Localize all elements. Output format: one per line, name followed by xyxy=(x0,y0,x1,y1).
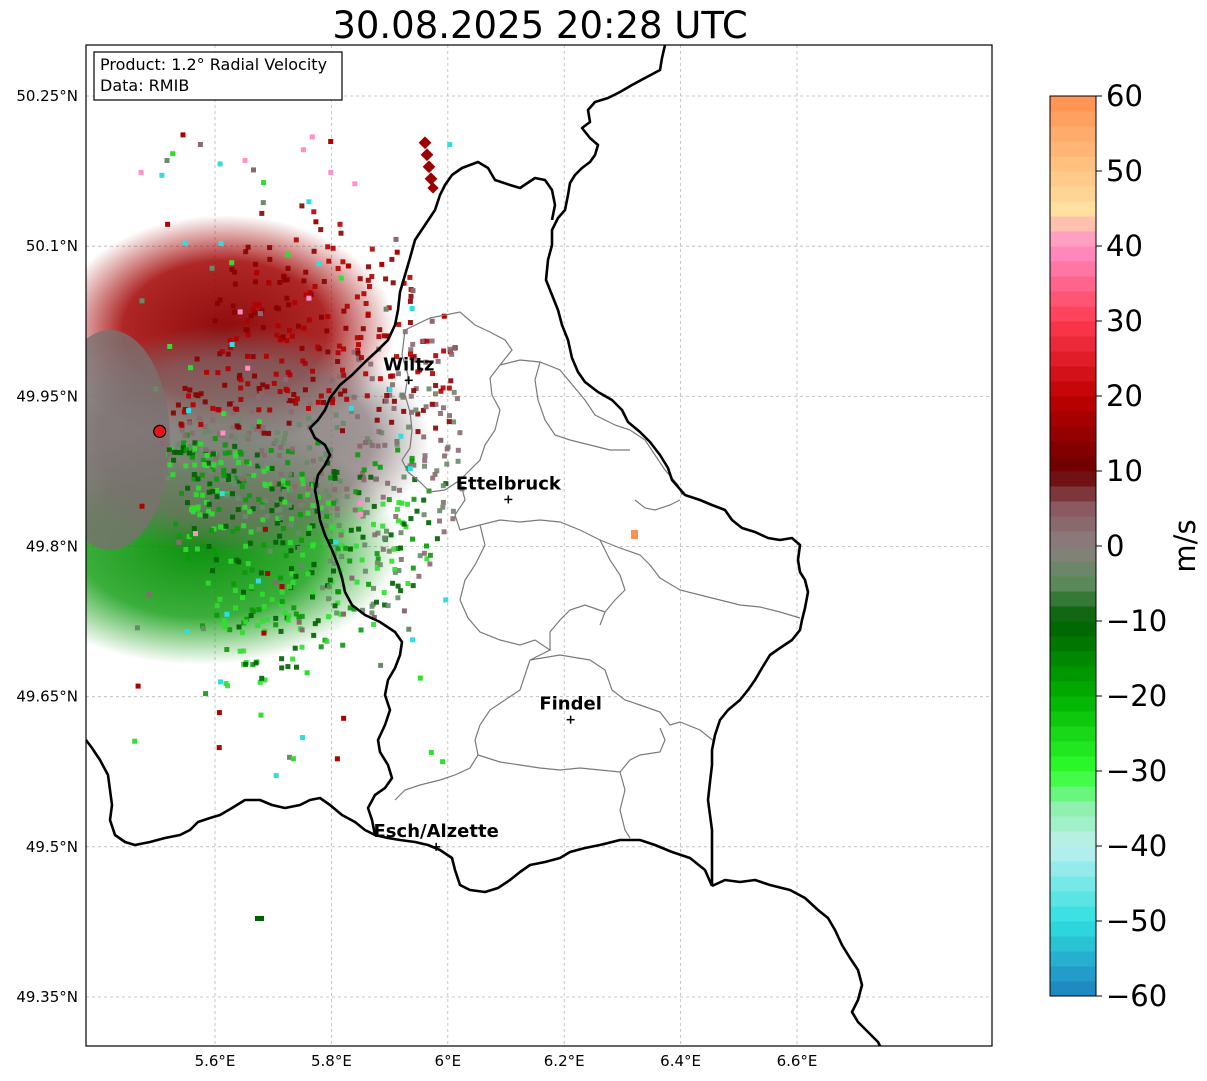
colorbar-tick-label: 0 xyxy=(1106,529,1124,563)
city-label: Wiltz xyxy=(383,354,434,375)
lat-tick-label: 49.95°N xyxy=(16,387,78,405)
canton-boundaries xyxy=(394,311,801,839)
map-frame xyxy=(85,44,993,1047)
colorbar-tick-label: 30 xyxy=(1106,304,1143,338)
colorbar-unit-label: m/s xyxy=(1168,519,1202,572)
colorbar-tick-label: −60 xyxy=(1106,979,1167,1013)
lat-tick-label: 49.5°N xyxy=(26,838,78,856)
lon-tick-label: 6.2°E xyxy=(544,1052,585,1070)
info-product: Product: 1.2° Radial Velocity xyxy=(100,55,327,74)
colorbar-tick-label: −10 xyxy=(1106,604,1167,638)
info-box: Product: 1.2° Radial Velocity Data: RMIB xyxy=(93,51,343,101)
lat-tick-label: 50.25°N xyxy=(16,87,78,105)
lon-tick-label: 5.6°E xyxy=(195,1052,236,1070)
longitude-tick-labels: 5.6°E 5.8°E 6°E 6.2°E 6.4°E 6.6°E xyxy=(195,1052,818,1070)
colorbar-tick-label: 20 xyxy=(1106,379,1143,413)
colorbar-tick-label: 60 xyxy=(1106,79,1143,113)
info-data-source: Data: RMIB xyxy=(100,76,189,95)
national-borders xyxy=(86,45,882,1046)
lat-tick-label: 49.35°N xyxy=(16,988,78,1006)
lat-tick-label: 49.8°N xyxy=(26,538,78,556)
colorbar-tick-label: −40 xyxy=(1106,829,1167,863)
velocity-colorbar: 60 50 40 30 20 10 0 −10 −20 −30 −40 −50 −60 m/s xyxy=(1049,79,1202,1013)
colorbar-swatches xyxy=(1050,96,1096,997)
isolated-echo-cells xyxy=(255,136,638,921)
colorbar-tick-label: 40 xyxy=(1106,229,1143,263)
city-markers: Wiltz Ettelbruck Findel Esch/Alzette xyxy=(374,354,602,851)
radar-echo-layer xyxy=(86,132,638,921)
city-marker: Esch/Alzette xyxy=(374,821,499,851)
city-label: Findel xyxy=(539,694,602,715)
lon-tick-label: 6°E xyxy=(435,1052,462,1070)
map-title: 30.08.2025 20:28 UTC xyxy=(332,4,748,47)
colorbar-tick-label: −30 xyxy=(1106,754,1167,788)
city-marker: Ettelbruck xyxy=(456,473,562,504)
radar-echo-speckles xyxy=(132,132,465,779)
lat-tick-label: 49.65°N xyxy=(16,688,78,706)
city-label: Esch/Alzette xyxy=(374,821,499,842)
latitude-tick-labels: 50.25°N 50.1°N 49.95°N 49.8°N 49.65°N 49.5°N 4… xyxy=(16,87,78,1006)
lon-tick-label: 6.4°E xyxy=(660,1052,701,1070)
lon-tick-label: 5.8°E xyxy=(311,1052,352,1070)
colorbar-tick-label: −50 xyxy=(1106,904,1167,938)
colorbar-tick-label: 50 xyxy=(1106,154,1143,188)
city-label: Ettelbruck xyxy=(456,473,562,494)
colorbar-tick-label: −20 xyxy=(1106,679,1167,713)
city-marker: Findel xyxy=(539,694,602,724)
lat-tick-label: 50.1°N xyxy=(26,237,78,255)
lon-tick-label: 6.6°E xyxy=(777,1052,818,1070)
colorbar-tick-label: 10 xyxy=(1106,454,1143,488)
colorbar-tick-labels: 60 50 40 30 20 10 0 −10 −20 −30 −40 −50 −60 xyxy=(1096,79,1167,1013)
radar-site-marker xyxy=(153,424,167,438)
city-marker: Wiltz xyxy=(383,354,434,385)
